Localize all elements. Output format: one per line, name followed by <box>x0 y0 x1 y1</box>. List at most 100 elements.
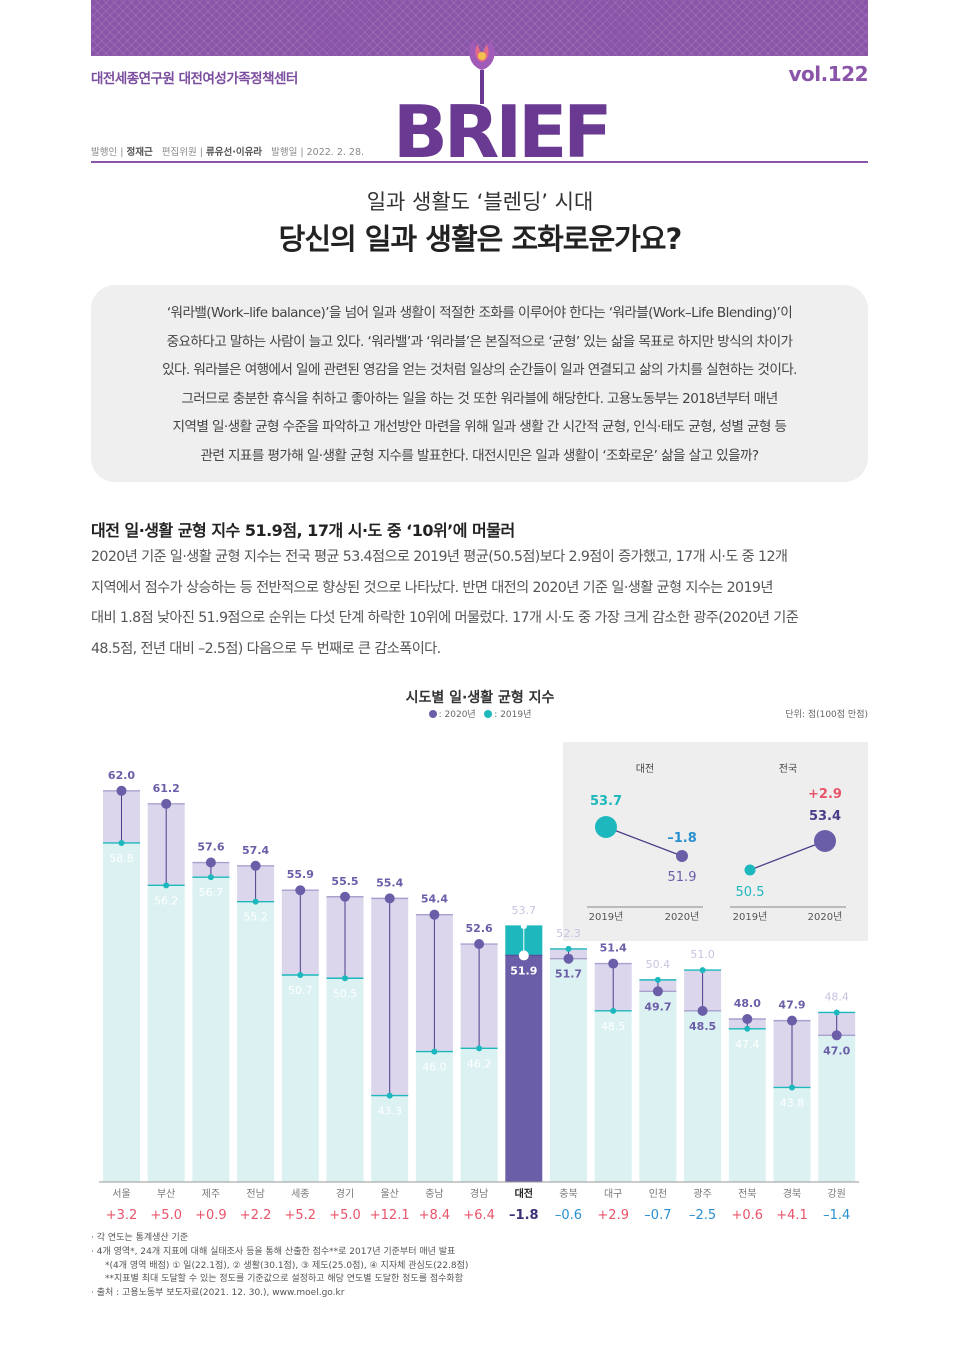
chart-unit: 단위: 점(100점 만점) <box>785 710 868 720</box>
bar-base-10 <box>550 958 587 1182</box>
change-label-5: +5.0 <box>329 1208 361 1223</box>
inset-year-2019: 2019년 <box>733 911 768 923</box>
point-2020-3 <box>250 860 261 871</box>
change-label-6: +12.1 <box>370 1208 410 1223</box>
value-2019-16: 48.4 <box>824 990 849 1003</box>
change-label-0: +3.2 <box>106 1208 138 1223</box>
change-label-16: –1.4 <box>823 1208 850 1223</box>
category-label-3: 전남 <box>246 1188 264 1200</box>
flower-logo-icon <box>469 40 495 104</box>
change-label-11: +2.9 <box>597 1208 629 1223</box>
organization-name: 대전세종연구원 대전여성가족정책센터 <box>91 71 298 87</box>
body-line: 48.5점, 전년 대비 –2.5점) 다음으로 두 번째로 큰 감소폭이다. <box>91 640 441 657</box>
volume-number: vol.122 <box>788 62 869 86</box>
change-label-2: +0.9 <box>195 1208 227 1223</box>
inset-daejeon-2019-value: 53.7 <box>590 794 622 809</box>
bar-base-16 <box>818 1035 856 1182</box>
point-2019-9 <box>520 923 527 930</box>
inset-year-2020: 2020년 <box>808 911 843 923</box>
change-label-4: +5.2 <box>285 1208 317 1223</box>
intro-line: 관련 지표를 평가해 일·생활 균형 지수를 발표한다. 대전시민은 일과 생활… <box>200 447 759 464</box>
footnote: · 각 연도는 통계생산 기준 <box>91 1233 189 1243</box>
point-2020-6 <box>384 893 395 904</box>
inset-year-2020: 2020년 <box>665 911 700 923</box>
bar-base-4 <box>281 974 319 1182</box>
body-line: 2020년 기준 일·생활 균형 지수는 전국 평균 53.4점으로 2019년… <box>91 549 788 565</box>
value-2019-4: 50.7 <box>288 984 313 997</box>
point-2020-1 <box>161 798 172 809</box>
inset-daejeon-2020-value: 51.9 <box>668 870 697 885</box>
footnotes: · 각 연도는 통계생산 기준 · 4개 영역*, 24개 지표에 대해 실태조… <box>91 1232 468 1301</box>
value-2019-7: 46.0 <box>422 1061 447 1074</box>
point-2019-13 <box>699 967 706 974</box>
value-2020-9: 51.9 <box>510 964 537 977</box>
value-2019-1: 56.2 <box>154 894 179 907</box>
change-label-10: –0.6 <box>555 1208 582 1223</box>
chart-title: 시도별 일·생활 균형 지수 <box>405 690 555 706</box>
value-2019-6: 43.3 <box>377 1105 402 1118</box>
inset-national-line <box>749 840 826 871</box>
change-label-1: +5.0 <box>150 1208 182 1223</box>
bar-base-13 <box>684 1010 722 1182</box>
point-2019-8 <box>476 1045 483 1052</box>
intro-line: 지역별 일·생활 균형 수준을 파악하고 개선방안 마련을 위해 일과 생활 간… <box>172 419 788 435</box>
point-2020-8 <box>474 939 485 950</box>
value-2019-0: 58.8 <box>109 852 134 865</box>
point-2020-5 <box>340 891 350 902</box>
point-2020-11 <box>608 958 619 969</box>
bar-base-11 <box>594 1010 632 1182</box>
legend-2020-dot-icon <box>428 710 437 718</box>
point-2019-5 <box>342 975 348 982</box>
header-pattern-band <box>91 0 868 56</box>
value-2019-12: 50.4 <box>646 958 671 971</box>
value-2020-2: 57.6 <box>197 841 224 854</box>
point-2019-15 <box>789 1084 795 1091</box>
category-label-8: 경남 <box>470 1187 488 1200</box>
value-2019-14: 47.4 <box>735 1038 760 1051</box>
value-2020-15: 47.9 <box>778 999 805 1012</box>
category-label-9: 대전 <box>515 1187 533 1200</box>
point-2020-16 <box>831 1030 842 1041</box>
value-2020-14: 48.0 <box>734 997 761 1010</box>
category-label-4: 세종 <box>291 1188 309 1200</box>
value-2020-12: 49.7 <box>644 1000 671 1013</box>
inset-national-2019-point <box>744 864 756 876</box>
value-2020-3: 57.4 <box>242 844 269 857</box>
value-2020-1: 61.2 <box>153 782 180 795</box>
bar-base-1 <box>147 885 185 1182</box>
publish-date: 2022. 2. 28. <box>306 147 365 158</box>
bar-base-5 <box>326 978 364 1182</box>
point-2019-12 <box>654 976 661 983</box>
change-label-9: –1.8 <box>509 1208 539 1223</box>
chart-legend: : 2020년 : 2019년 <box>0 707 960 720</box>
bar-base-15 <box>773 1087 811 1182</box>
value-2020-0: 62.0 <box>108 769 135 782</box>
value-2020-16: 47.0 <box>823 1044 850 1057</box>
point-2019-2 <box>207 874 214 881</box>
inset-daejeon-2020-point <box>676 850 688 862</box>
intro-line: 중요하다고 말하는 사람이 늘고 있다. ‘워라밸’과 ‘워라블’은 본질적으로… <box>166 333 793 350</box>
value-2020-6: 55.4 <box>376 876 403 889</box>
category-label-13: 광주 <box>693 1188 711 1200</box>
value-2019-3: 55.2 <box>243 911 268 924</box>
point-2019-0 <box>118 839 125 846</box>
point-2019-14 <box>744 1025 751 1032</box>
footnote: · 4개 영역*, 24개 지표에 대해 실태조사 등을 통해 산출한 점수**… <box>91 1246 456 1257</box>
value-2020-13: 48.5 <box>689 1020 716 1033</box>
intro-line: 있다. 워라블은 여행에서 일에 관련된 영감을 얻는 것처럼 일상의 순간들이… <box>162 362 797 378</box>
value-2019-11: 48.5 <box>601 1020 626 1033</box>
body-line: 지역에서 점수가 상승하는 등 전반적으로 향상된 것으로 나타났다. 반면 대… <box>91 579 773 596</box>
intro-line: ‘워라밸(Work–life balance)’을 넘어 일과 생활이 적절한 … <box>166 305 793 321</box>
inset-daejeon-2019-point <box>595 816 617 838</box>
point-2020-0 <box>116 785 127 796</box>
brief-brand-logo: BRIEF <box>393 90 612 174</box>
change-label-13: –2.5 <box>689 1208 716 1223</box>
bar-base-0 <box>103 842 140 1182</box>
footnote: · 출처 : 고용노동부 보도자료(2021. 12. 30.), www.mo… <box>91 1288 345 1299</box>
publisher: 정재근 <box>126 147 153 158</box>
point-2020-15 <box>787 1015 797 1026</box>
value-2019-8: 46.2 <box>467 1057 492 1070</box>
legend-2019-label: : 2019년 <box>494 710 532 720</box>
inset-national-change: +2.9 <box>808 787 842 802</box>
bar-base-3 <box>237 901 275 1182</box>
